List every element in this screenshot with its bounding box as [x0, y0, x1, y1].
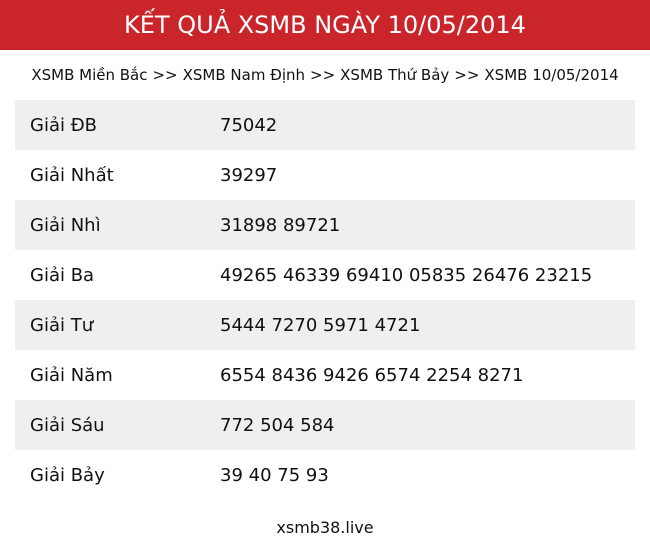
table-row: Giải ĐB 75042	[15, 100, 635, 150]
breadcrumb: XSMB Miền Bắc >> XSMB Nam Định >> XSMB Thứ B…	[0, 50, 650, 100]
table-row: Giải Năm 6554 8436 9426 6574 2254 8271	[15, 350, 635, 400]
breadcrumb-link[interactable]: XSMB Miền Bắc	[31, 66, 148, 84]
prize-name: Giải Sáu	[30, 414, 105, 436]
breadcrumb-separator: >>	[152, 66, 178, 84]
header-title: KẾT QUẢ XSMB NGÀY 10/05/2014	[0, 0, 650, 50]
prize-numbers: 31898 89721	[220, 214, 341, 236]
prize-name: Giải Ba	[30, 264, 95, 286]
prize-numbers: 5444 7270 5971 4721	[220, 314, 421, 336]
results-table: Giải ĐB 75042 Giải Nhất 39297 Giải Nhì 31898 …	[15, 100, 635, 500]
breadcrumb-link[interactable]: XSMB Thứ Bảy	[340, 66, 450, 84]
breadcrumb-link[interactable]: XSMB Nam Định	[182, 66, 306, 84]
table-row: Giải Bảy 39 40 75 93	[15, 450, 635, 500]
prize-numbers: 6554 8436 9426 6574 2254 8271	[220, 364, 524, 386]
footer-text: xsmb38.live	[276, 517, 374, 537]
breadcrumb-separator: >>	[454, 66, 480, 84]
table-row: Giải Nhất 39297	[15, 150, 635, 200]
prize-numbers: 772 504 584	[220, 414, 335, 436]
prize-numbers: 75042	[220, 114, 278, 136]
breadcrumb-link[interactable]: XSMB 10/05/2014	[484, 66, 619, 84]
prize-name: Giải Tư	[30, 314, 94, 336]
prize-name: Giải Năm	[30, 364, 113, 386]
table-row: Giải Sáu 772 504 584	[15, 400, 635, 450]
table-row: Giải Tư 5444 7270 5971 4721	[15, 300, 635, 350]
prize-name: Giải Nhất	[30, 164, 114, 186]
prize-name: Giải ĐB	[30, 114, 97, 136]
table-row: Giải Nhì 31898 89721	[15, 200, 635, 250]
table-row: Giải Ba 49265 46339 69410 05835 26476 232…	[15, 250, 635, 300]
prize-numbers: 39 40 75 93	[220, 464, 329, 486]
prize-numbers: 49265 46339 69410 05835 26476 23215	[220, 264, 593, 286]
prize-numbers: 39297	[220, 164, 278, 186]
prize-name: Giải Nhì	[30, 214, 101, 236]
breadcrumb-separator: >>	[310, 66, 336, 84]
prize-name: Giải Bảy	[30, 464, 105, 486]
